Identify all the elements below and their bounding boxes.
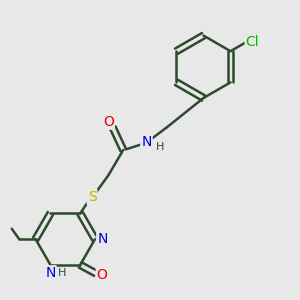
Text: H: H bbox=[156, 142, 164, 152]
Text: H: H bbox=[58, 268, 66, 278]
Text: O: O bbox=[103, 115, 114, 129]
Text: N: N bbox=[45, 266, 56, 280]
Text: S: S bbox=[88, 190, 96, 204]
Text: Cl: Cl bbox=[246, 35, 259, 49]
Text: N: N bbox=[141, 135, 152, 149]
Text: N: N bbox=[97, 232, 108, 246]
Text: O: O bbox=[97, 268, 108, 282]
